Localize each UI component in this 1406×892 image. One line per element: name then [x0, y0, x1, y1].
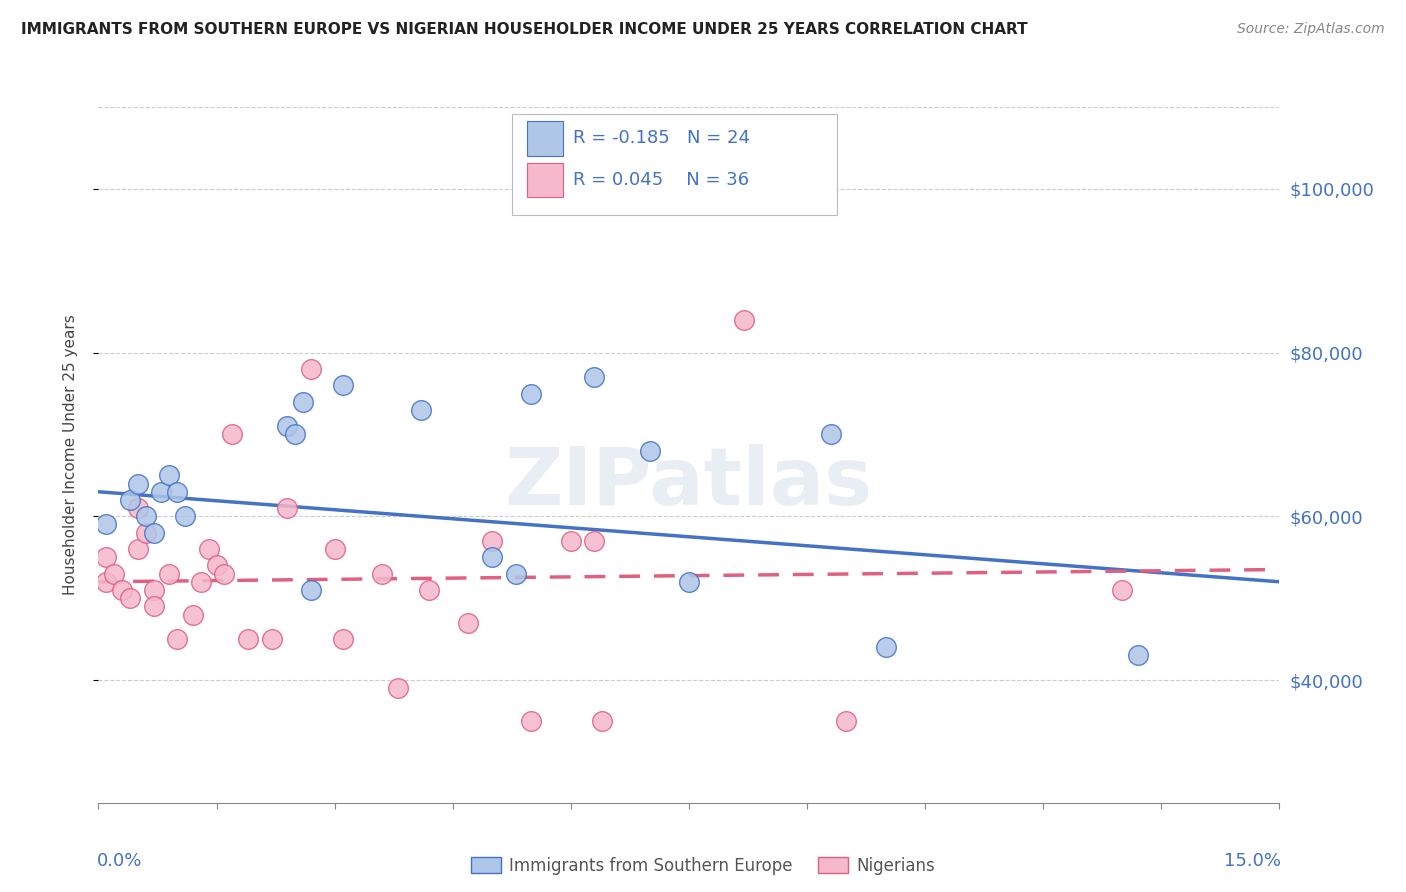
Point [323, 542, 346, 557]
Point [299, 362, 322, 376]
Text: 15.0%: 15.0% [1223, 852, 1281, 870]
Point [103, 566, 125, 581]
Point [96, 517, 118, 532]
Point [292, 394, 315, 409]
Point [638, 443, 661, 458]
Point [418, 582, 440, 597]
Point [135, 509, 157, 524]
Point [111, 582, 134, 597]
Point [135, 525, 157, 540]
Point [157, 566, 180, 581]
Point [142, 582, 165, 597]
Point [205, 558, 228, 573]
Point [583, 533, 606, 548]
Point [221, 427, 243, 442]
Point [142, 525, 165, 540]
Point [678, 574, 700, 589]
Point [96, 574, 118, 589]
Point [332, 632, 354, 646]
Point [127, 476, 149, 491]
FancyBboxPatch shape [527, 121, 562, 156]
Point [1111, 582, 1133, 597]
Point [127, 501, 149, 516]
Point [411, 403, 433, 417]
Point [96, 550, 118, 565]
Text: 0.0%: 0.0% [97, 852, 142, 870]
Point [236, 632, 259, 646]
Point [197, 542, 219, 557]
Point [387, 681, 409, 696]
Point [733, 313, 755, 327]
Point [276, 419, 298, 434]
Point [875, 640, 897, 655]
Point [166, 632, 188, 646]
Point [260, 632, 283, 646]
Point [214, 566, 236, 581]
Point [505, 566, 527, 581]
Point [284, 427, 307, 442]
Point [583, 370, 606, 384]
Point [127, 542, 149, 557]
Point [174, 509, 197, 524]
Text: Source: ZipAtlas.com: Source: ZipAtlas.com [1237, 22, 1385, 37]
Point [520, 714, 543, 728]
Point [481, 533, 503, 548]
Point [118, 591, 141, 606]
Legend: Immigrants from Southern Europe, Nigerians: Immigrants from Southern Europe, Nigeria… [471, 856, 935, 875]
Point [371, 566, 394, 581]
Point [457, 615, 479, 630]
Text: IMMIGRANTS FROM SOUTHERN EUROPE VS NIGERIAN HOUSEHOLDER INCOME UNDER 25 YEARS CO: IMMIGRANTS FROM SOUTHERN EUROPE VS NIGER… [21, 22, 1028, 37]
Point [181, 607, 204, 622]
Text: R = 0.045    N = 36: R = 0.045 N = 36 [574, 171, 749, 189]
Y-axis label: Householder Income Under 25 years: Householder Income Under 25 years [63, 315, 77, 595]
Point [118, 492, 141, 507]
Point [1126, 648, 1149, 663]
Point [276, 501, 298, 516]
Point [150, 484, 173, 499]
Point [520, 386, 543, 401]
FancyBboxPatch shape [527, 162, 562, 197]
Point [142, 599, 165, 614]
Point [166, 484, 188, 499]
Point [481, 550, 503, 565]
Point [157, 468, 180, 483]
Point [299, 582, 322, 597]
Text: ZIPatlas: ZIPatlas [505, 443, 873, 522]
Point [560, 533, 582, 548]
Point [190, 574, 212, 589]
Point [820, 427, 842, 442]
Point [332, 378, 354, 392]
Point [591, 714, 613, 728]
Point [835, 714, 858, 728]
FancyBboxPatch shape [512, 114, 837, 215]
Text: R = -0.185   N = 24: R = -0.185 N = 24 [574, 129, 751, 147]
